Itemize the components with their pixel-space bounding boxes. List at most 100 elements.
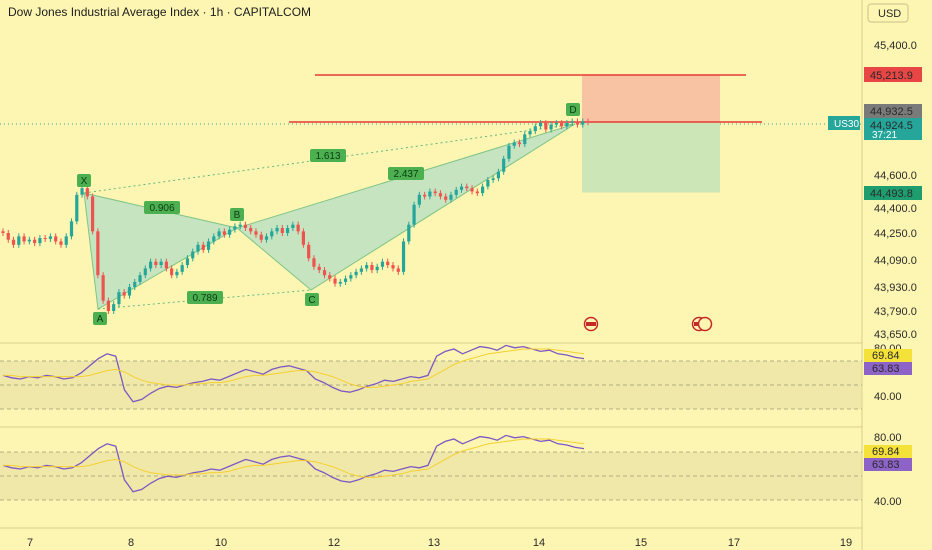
candle <box>581 121 585 125</box>
candle <box>117 292 121 305</box>
harmonic-ratio-label: 2.437 <box>393 169 418 180</box>
candle <box>465 186 469 189</box>
candle <box>138 275 142 282</box>
candle <box>154 261 158 266</box>
time-tick: 19 <box>840 537 852 549</box>
candle <box>243 224 248 228</box>
harmonic-ratio-label: 0.789 <box>192 293 217 304</box>
last-price-tag: 44,924.5 <box>870 120 913 132</box>
target-zone <box>582 75 720 123</box>
stop-price-tag-bg <box>864 186 922 200</box>
rsi-tick-40: 40.00 <box>874 496 902 508</box>
candle <box>565 123 569 127</box>
candle <box>396 268 400 272</box>
price-tick: 43,650.0 <box>874 329 917 341</box>
stop-price-tag: 44,493.8 <box>870 188 913 200</box>
candle <box>133 281 137 287</box>
candle <box>1 231 5 233</box>
candle <box>191 251 195 259</box>
price-tick: 43,930.0 <box>874 282 917 294</box>
candle <box>48 236 53 239</box>
harmonic-ratio-label: 1.613 <box>315 151 340 162</box>
candle <box>544 123 548 130</box>
candle <box>301 231 306 245</box>
candle <box>433 191 437 194</box>
candle <box>507 145 511 159</box>
candle <box>401 241 406 272</box>
target-price-tag: 45,213.9 <box>870 70 913 82</box>
candle <box>27 239 31 242</box>
candle <box>354 271 358 276</box>
rsi-value-tag: 63.83 <box>872 459 900 471</box>
candle <box>428 191 432 197</box>
candle <box>449 194 453 200</box>
rsi-line <box>2 434 585 493</box>
candle <box>491 178 495 180</box>
candle <box>438 193 443 197</box>
candle <box>407 224 411 242</box>
candle <box>317 266 321 271</box>
candle <box>285 228 290 233</box>
candle <box>365 265 369 269</box>
candle <box>486 179 490 187</box>
candle <box>6 233 10 240</box>
countdown-label: 37:21 <box>872 130 897 141</box>
candle <box>59 241 63 245</box>
harmonic-point-label: B <box>234 210 241 221</box>
candle <box>343 278 348 282</box>
candle <box>496 171 501 179</box>
candle <box>270 231 274 237</box>
candle <box>222 231 226 235</box>
candle <box>185 258 190 266</box>
rsi-ma-value-tag-bg <box>864 445 912 458</box>
candle <box>338 281 342 284</box>
time-tick: 8 <box>128 537 134 549</box>
chart-title: Dow Jones Industrial Average Index · 1h … <box>8 5 311 19</box>
candle <box>280 228 284 233</box>
time-tick: 12 <box>328 537 340 549</box>
harmonic-point-label: D <box>569 105 576 116</box>
harmonic-point-label: A <box>97 314 104 325</box>
candle <box>538 123 543 127</box>
stop-zone <box>582 122 720 193</box>
time-tick: 13 <box>428 537 440 549</box>
level-price-tag-bg <box>864 104 922 118</box>
candle <box>54 236 58 242</box>
harmonic-point-label: X <box>81 176 88 187</box>
candle <box>328 275 332 279</box>
candle <box>212 236 216 242</box>
candle <box>312 258 316 267</box>
candle <box>233 226 237 230</box>
price-tick: 43,790.0 <box>874 306 917 318</box>
candle <box>528 131 532 135</box>
target-price-tag-bg <box>864 67 922 82</box>
candle <box>85 188 89 197</box>
harmonic-point-marker <box>230 208 244 221</box>
candle <box>112 304 116 311</box>
candle <box>275 228 279 232</box>
candle <box>22 236 26 242</box>
candle <box>412 204 416 225</box>
candle <box>33 239 37 244</box>
rsi-ma-value-tag: 69.84 <box>872 350 900 362</box>
last-price-tag-bg <box>864 118 922 140</box>
candle <box>249 228 253 232</box>
candle <box>423 194 427 197</box>
candle <box>475 191 479 194</box>
candle <box>417 194 421 205</box>
candle <box>170 268 174 276</box>
candle <box>560 123 564 127</box>
price-tick: 44,600.0 <box>874 170 917 182</box>
level-price-tag: 44,932.5 <box>870 106 913 118</box>
candle <box>90 196 95 232</box>
candle <box>196 244 200 252</box>
rsi-tick-40: 40.00 <box>874 391 902 403</box>
harmonic-point-label: C <box>308 295 315 306</box>
candle <box>254 231 258 235</box>
candle <box>502 158 506 172</box>
time-tick: 14 <box>533 537 545 549</box>
rsi-ma-value-tag-bg <box>864 349 912 362</box>
currency-label: USD <box>878 8 901 20</box>
candle <box>480 186 485 194</box>
